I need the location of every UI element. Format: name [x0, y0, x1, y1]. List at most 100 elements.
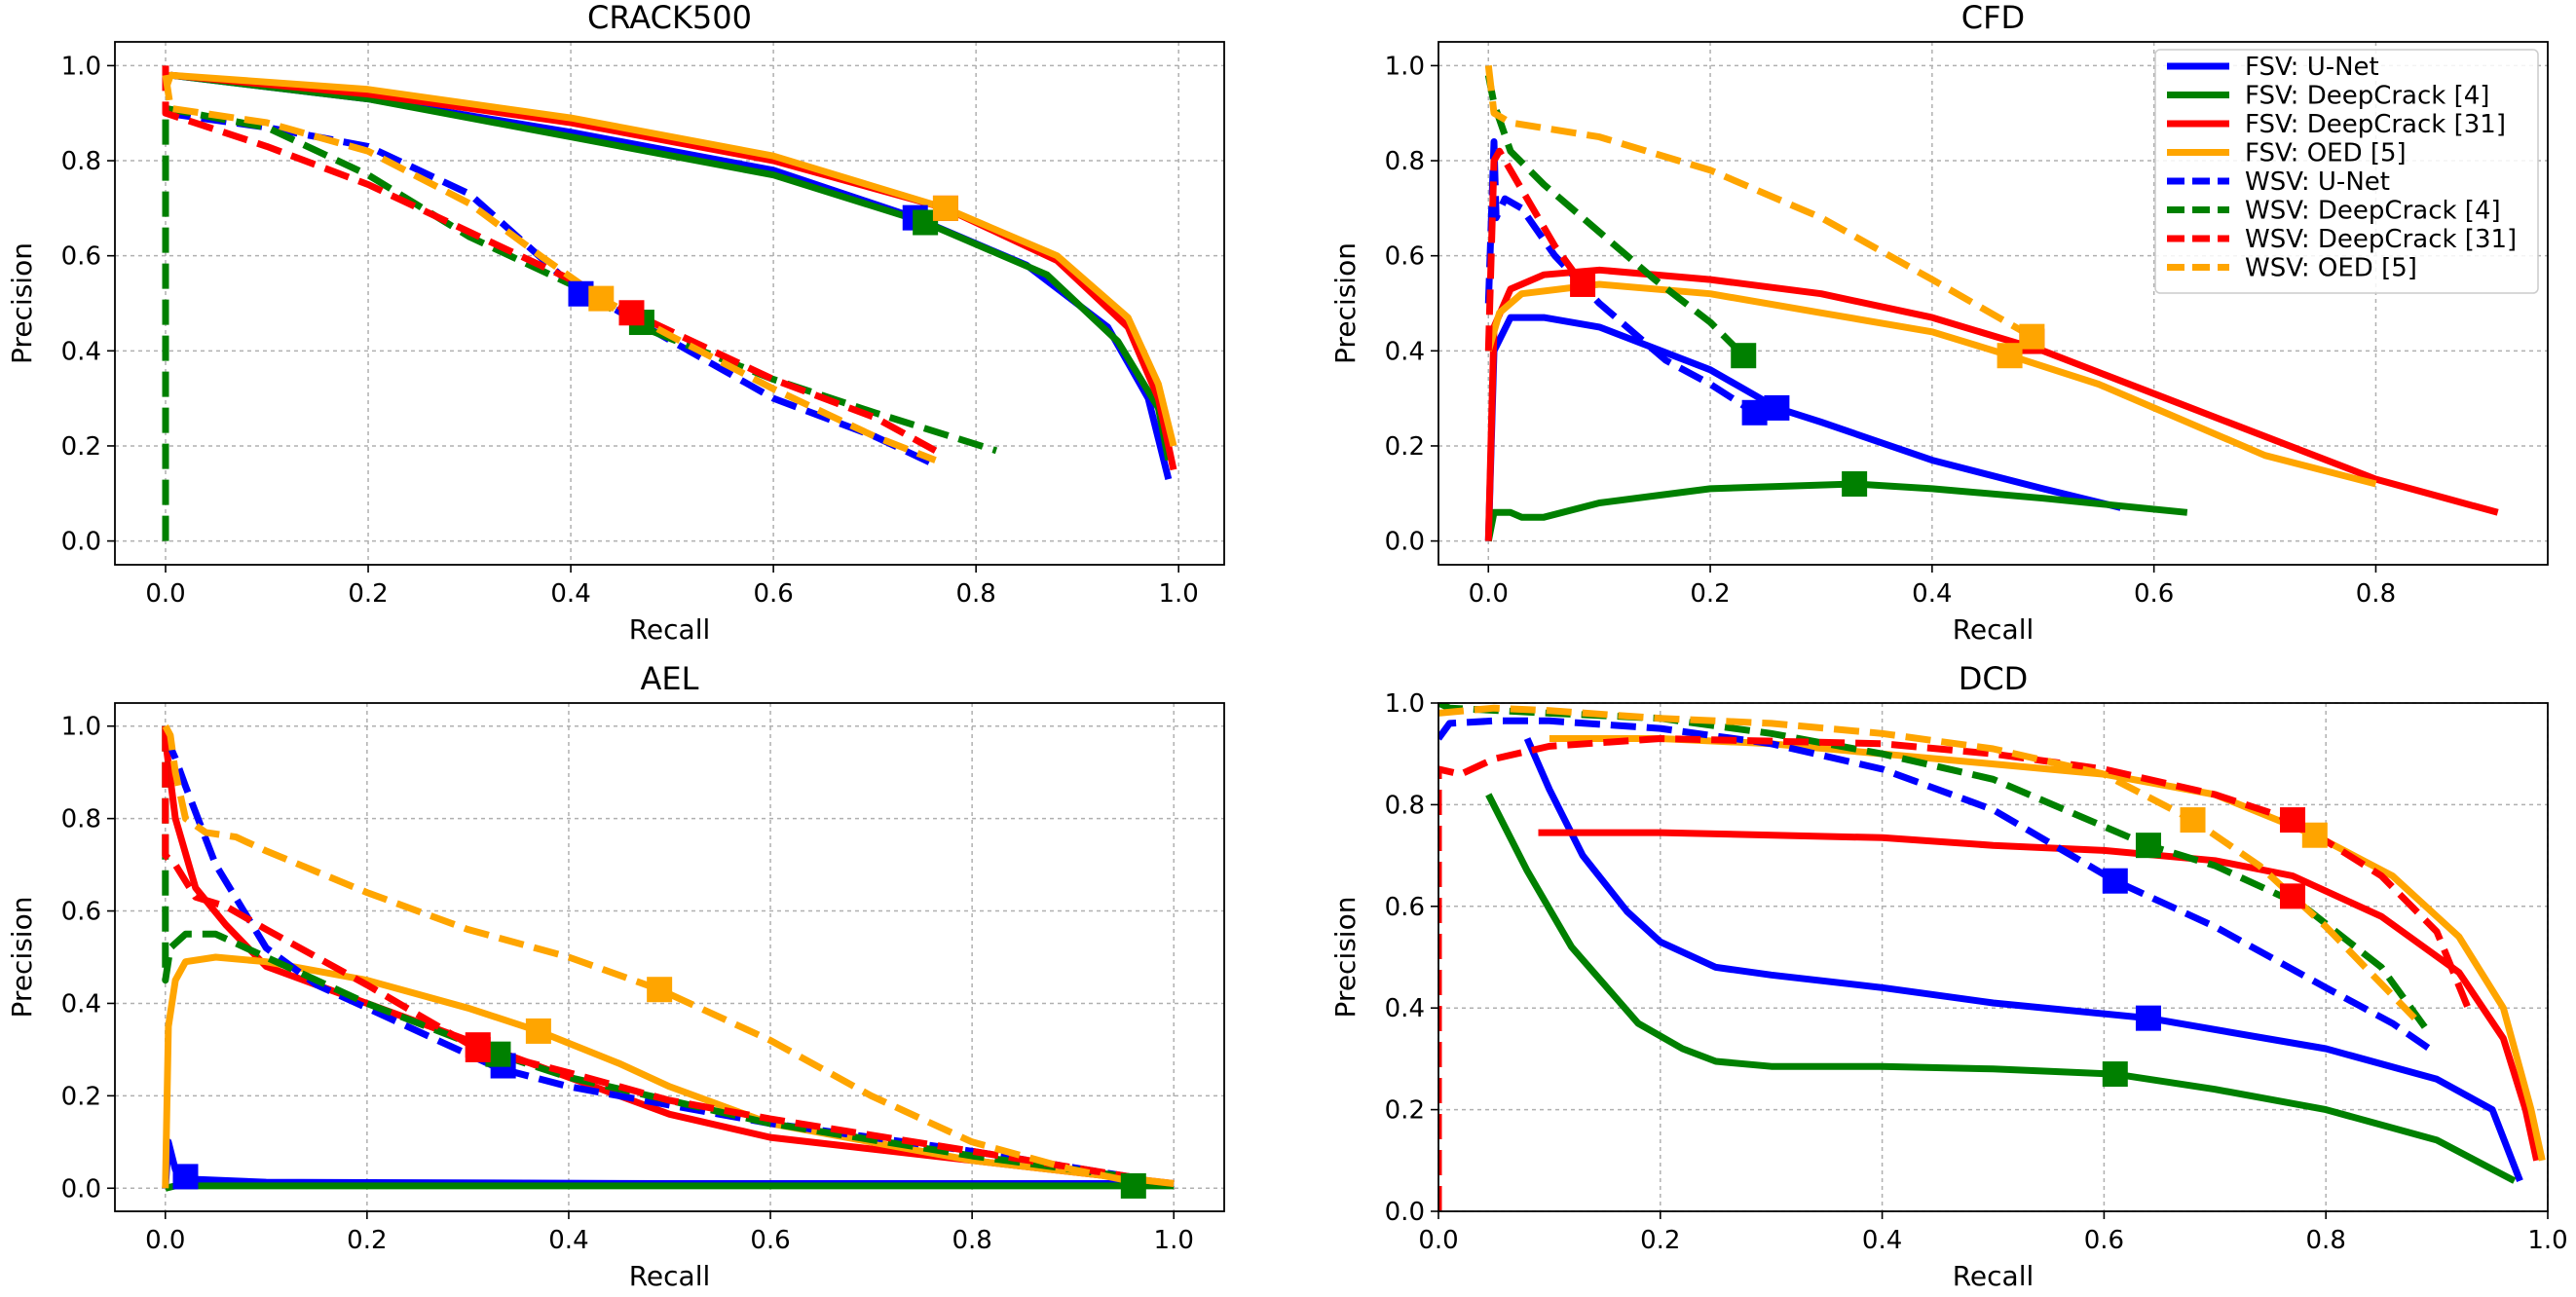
y-axis-label: Precision — [1329, 242, 1362, 364]
x-tick-label: 0.4 — [550, 579, 590, 609]
series-line-fsv-deepcrack-4 — [1485, 793, 2517, 1184]
x-tick-label: 0.2 — [347, 1226, 387, 1255]
x-tick-label: 0.6 — [2084, 1226, 2124, 1255]
series-line-fsv-deepcrack-31 — [1484, 266, 2499, 541]
y-tick-label: 1.0 — [61, 713, 101, 742]
series-line-wsv-deepcrack-4 — [162, 104, 998, 541]
marker-fsv-deepcrack-4 — [1120, 1172, 1146, 1199]
y-tick-label: 0.2 — [61, 1082, 101, 1111]
y-tick-label: 0.0 — [61, 1174, 101, 1204]
x-tick-label: 1.0 — [2527, 1226, 2567, 1255]
marker-fsv-deepcrack-31 — [2280, 883, 2306, 909]
x-tick-label: 0.8 — [952, 1226, 991, 1255]
y-tick-label: 0.4 — [61, 989, 101, 1019]
x-axis-label: Recall — [1953, 1260, 2035, 1292]
x-tick-label: 0.8 — [2356, 579, 2396, 609]
y-tick-label: 0.4 — [61, 337, 101, 366]
series-line-wsv-deepcrack-4 — [162, 725, 1144, 1183]
marker-wsv-deepcrack-31 — [465, 1036, 491, 1062]
plot-frame — [1437, 41, 2549, 566]
series-line-fsv-deepcrack-31 — [162, 739, 1175, 1187]
marker-fsv-oed-5 — [525, 1018, 551, 1044]
marker-fsv-u-net — [172, 1164, 199, 1190]
y-tick-label: 0.4 — [1385, 337, 1425, 366]
x-tick-label: 0.4 — [548, 1226, 588, 1255]
series-line-wsv-deepcrack-31 — [1484, 147, 1586, 352]
marker-wsv-oed-5 — [2180, 807, 2206, 834]
marker-wsv-deepcrack-31 — [2280, 807, 2306, 834]
series-group — [162, 65, 1177, 541]
chart-title: AEL — [641, 660, 699, 697]
series-line-fsv-oed-5 — [1484, 280, 2377, 488]
panel-crack500: 0.0 0.2 0.4 0.6 0.8 1.0 0.0 0.2 0.4 0.6 0.8 1.0 CRAC… — [6, 0, 1225, 646]
y-tick-label: 0.6 — [61, 242, 101, 272]
series-line-wsv-oed-5 — [1438, 704, 2417, 1021]
y-tick-label: 0.2 — [1385, 432, 1425, 462]
y-tick-label: 1.0 — [1385, 689, 1425, 719]
y-axis-label: Precision — [6, 897, 38, 1019]
x-tick-label: 1.0 — [1159, 579, 1199, 609]
marker-fsv-oed-5 — [932, 195, 958, 221]
series-line-wsv-oed-5 — [162, 74, 937, 463]
panel-ael: 0.0 0.2 0.4 0.6 0.8 1.0 0.0 0.2 0.4 0.6 0.8 1.0 AEL R… — [6, 660, 1225, 1292]
x-tick-label: 0.6 — [750, 1226, 790, 1255]
marker-wsv-deepcrack-4 — [2135, 833, 2161, 859]
y-tick-label: 0.6 — [61, 898, 101, 927]
y-tick-label: 0.6 — [1385, 242, 1425, 272]
x-tick-label: 0.0 — [1418, 1226, 1458, 1255]
legend-label-wsv-deepcrack-4: WSV: DeepCrack [4] — [2245, 197, 2501, 226]
y-tick-label: 1.0 — [61, 52, 101, 81]
panel-cfd: 0.0 0.2 0.4 0.6 0.8 0.0 0.2 0.4 0.6 0.8 1.0 CFD Reca… — [1329, 0, 2549, 646]
marker-wsv-deepcrack-31 — [618, 300, 645, 326]
marker-fsv-deepcrack-4 — [1842, 471, 1868, 498]
chart-title: DCD — [1959, 660, 2029, 697]
plot-frame — [1437, 702, 2549, 1212]
series-group — [1484, 64, 2499, 542]
series-line-wsv-u-net — [1484, 138, 1757, 416]
series-line-fsv-u-net — [1484, 314, 2122, 541]
marker-fsv-oed-5 — [1997, 343, 2023, 369]
series-line-fsv-u-net — [1523, 737, 2523, 1182]
legend-label-fsv-deepcrack-31: FSV: DeepCrack [31] — [2245, 110, 2506, 139]
series-line-wsv-deepcrack-31 — [162, 725, 1144, 1183]
x-tick-label: 0.2 — [348, 579, 388, 609]
x-tick-label: 0.6 — [2134, 579, 2174, 609]
y-tick-label: 0.8 — [61, 805, 101, 834]
x-tick-label: 0.8 — [2306, 1226, 2346, 1255]
marker-wsv-oed-5 — [2019, 323, 2045, 350]
legend-label-fsv-oed-5: FSV: OED [5] — [2245, 139, 2407, 168]
series-line-wsv-deepcrack-31 — [162, 65, 938, 454]
series-line-wsv-oed-5 — [1484, 64, 2035, 340]
x-tick-label: 0.8 — [955, 579, 995, 609]
chart-title: CFD — [1961, 0, 2025, 36]
marker-fsv-deepcrack-4 — [2102, 1061, 2128, 1088]
legend-label-fsv-u-net: FSV: U-Net — [2245, 53, 2379, 82]
y-axis-label: Precision — [6, 242, 38, 364]
legend-label-wsv-oed-5: WSV: OED [5] — [2245, 254, 2417, 283]
series-line-fsv-oed-5 — [162, 71, 1177, 447]
legend-box — [2154, 49, 2539, 294]
marker-wsv-deepcrack-4 — [1731, 343, 1757, 369]
y-tick-label: 0.8 — [1385, 791, 1425, 820]
marker-wsv-u-net — [2102, 868, 2128, 894]
marker-fsv-u-net — [2135, 1005, 2161, 1031]
x-axis-label: Recall — [1953, 613, 2035, 646]
y-tick-label: 0.0 — [1385, 528, 1425, 557]
series-line-fsv-deepcrack-4 — [1484, 480, 2188, 542]
x-tick-label: 0.0 — [145, 1226, 185, 1255]
x-axis-label: Recall — [629, 1260, 711, 1292]
x-tick-label: 1.0 — [1154, 1226, 1194, 1255]
x-tick-label: 0.4 — [1912, 579, 1952, 609]
series-line-fsv-deepcrack-31 — [1538, 829, 2541, 1162]
chart-title: CRACK500 — [587, 0, 752, 36]
marker-wsv-oed-5 — [588, 285, 615, 312]
marker-fsv-u-net — [1764, 394, 1790, 421]
x-tick-label: 0.0 — [145, 579, 185, 609]
y-tick-label: 0.2 — [61, 432, 101, 462]
marker-wsv-deepcrack-31 — [1570, 271, 1596, 297]
x-tick-label: 0.6 — [753, 579, 793, 609]
panel-dcd: 0.0 0.2 0.4 0.6 0.8 1.0 0.0 0.2 0.4 0.6 0.8 1.0 DCD R… — [1329, 660, 2568, 1292]
y-tick-label: 0.4 — [1385, 994, 1425, 1023]
x-tick-label: 0.2 — [1690, 579, 1730, 609]
